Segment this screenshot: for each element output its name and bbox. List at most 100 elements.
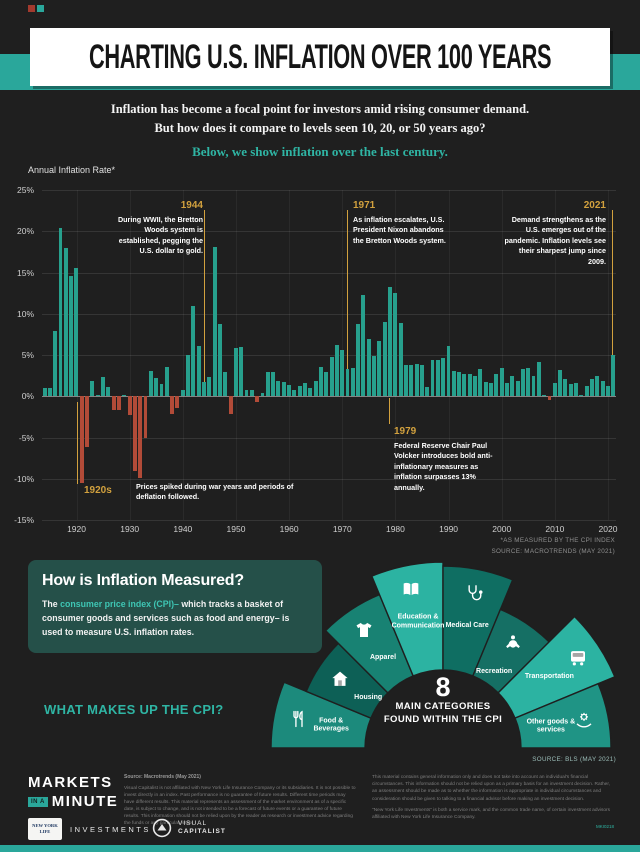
inflation-bar <box>478 369 483 397</box>
annotation-1979: 1979 Federal Reserve Chair Paul Volcker … <box>394 426 506 493</box>
inflation-bar <box>526 368 531 397</box>
inflation-bar <box>249 390 254 397</box>
inflation-bar <box>489 383 493 397</box>
inflation-bar <box>574 383 578 397</box>
inflation-bar <box>233 347 238 397</box>
inflation-bar <box>494 373 499 397</box>
inflation-bar <box>154 378 159 397</box>
inflation-bar <box>329 357 334 397</box>
inflation-bar <box>318 367 323 397</box>
inflation-bar <box>558 369 563 397</box>
inflation-bar <box>388 286 392 397</box>
inflation-bar <box>223 371 228 397</box>
inflation-chart-section: Annual Inflation Rate* 25% 20% 15% 10% 5% 0% -… <box>0 160 640 560</box>
disclaimer-column-1: Source: Macrotrends (May 2021) Visual Ca… <box>124 774 356 828</box>
annotation-1920s-line <box>77 402 78 484</box>
inflation-bar <box>590 378 594 397</box>
y-tick-label: -10% <box>14 473 34 484</box>
measured-body-prefix: The <box>42 599 61 609</box>
gridline-25 <box>42 190 616 191</box>
annotation-1920s-text: Prices spiked during war years and perio… <box>136 482 294 502</box>
x-tick-label: 1980 <box>385 524 405 534</box>
x-tick-label: 1970 <box>332 524 352 534</box>
vc-line2: CAPITALIST <box>178 828 226 835</box>
inflation-bar <box>536 362 541 397</box>
inflation-bar <box>605 386 610 397</box>
corner-mark-red <box>28 5 35 12</box>
vertical-gridline <box>182 190 184 520</box>
inflation-bar <box>95 395 100 397</box>
inflation-bar <box>287 384 291 397</box>
mim-logo-ina: IN A <box>28 796 48 807</box>
intro-block: Inflation has become a focal point for i… <box>0 100 640 162</box>
y-tick-label: 20% <box>16 226 34 237</box>
inflation-bar <box>217 323 222 397</box>
inflation-bar <box>409 364 414 397</box>
disclaimer-text-1: Visual Capitalist is not affiliated with… <box>124 785 356 827</box>
inflation-measured-panel: How is Inflation Measured? The consumer … <box>28 560 322 654</box>
bls-source: SOURCE: BLS (MAY 2021) <box>532 756 616 763</box>
inflation-bar <box>58 227 63 397</box>
apparel-icon <box>354 620 374 640</box>
cpi-category-label: Apparel <box>369 653 397 661</box>
annotation-1971-line <box>347 210 348 369</box>
measured-body-suffix: which tracks a basket of consumer goods … <box>42 599 290 638</box>
inflation-bar <box>611 355 616 397</box>
vertical-gridline <box>289 190 291 520</box>
y-tick-label: 10% <box>16 308 34 319</box>
inflation-bar <box>457 372 462 397</box>
y-tick-column: 25% 20% 15% 10% 5% 0% -5% -10% -15% <box>0 185 38 525</box>
inflation-bar <box>111 396 116 411</box>
cpi-question: WHAT MAKES UP THE CPI? <box>44 702 224 717</box>
visual-capitalist-logo: VISUAL CAPITALIST <box>152 818 226 838</box>
chart-footnote-line2: SOURCE: MACROTRENDS (MAY 2021) <box>491 547 615 555</box>
y-tick-label: 25% <box>16 185 34 195</box>
inflation-bar <box>345 369 350 397</box>
annotation-2021-text: Demand strengthens as the U.S. emerges o… <box>504 215 606 266</box>
cpi-category-label: Education & Communication <box>391 614 445 630</box>
inflation-bar <box>340 350 345 397</box>
inflation-bar <box>212 246 217 397</box>
disclaimer-text-2: This material contains general informati… <box>372 775 611 802</box>
inflation-bar <box>127 396 132 416</box>
cpi-category-label: Other goods & services <box>526 718 576 734</box>
inflation-bar <box>393 293 398 397</box>
inflation-bar <box>520 369 525 397</box>
disclaimer-column-2: This material contains general informati… <box>372 774 614 831</box>
inflation-bar <box>404 364 408 397</box>
inflation-bar <box>180 390 185 397</box>
y-tick-label: -15% <box>14 515 34 525</box>
inflation-plot <box>42 190 616 521</box>
new-york-life-investments-logo: NEW YORK LIFE INVESTMENTS <box>28 818 151 840</box>
mim-logo-markets: MARKETS <box>28 774 113 791</box>
inflation-bar <box>600 381 605 397</box>
cpi-wedge-5 <box>442 565 514 677</box>
cpi-fan-center: 8 MAIN CATEGORIES FOUND WITHIN THE CPI <box>368 674 518 727</box>
cpi-fan-svg <box>270 561 616 749</box>
footer: MARKETS IN A MINUTE Source: Macrotrends … <box>0 768 640 852</box>
corner-mark-teal <box>37 5 44 12</box>
inflation-bar <box>53 331 58 397</box>
inflation-bar <box>547 396 552 400</box>
inflation-bar <box>117 396 121 411</box>
cpi-center-line2: FOUND WITHIN THE CPI <box>383 713 503 725</box>
measured-heading: How is Inflation Measured? <box>42 572 244 589</box>
chart-footnote: *AS MEASURED BY THE CPI INDEX SOURCE: MA… <box>491 536 615 557</box>
y-tick-label: 15% <box>16 267 34 278</box>
measured-body: The consumer price index (CPI)– which tr… <box>42 597 308 639</box>
transportation-icon <box>568 648 588 668</box>
y-tick-label: 0% <box>21 391 34 402</box>
footer-code: MKI0218 <box>595 824 614 830</box>
annotation-1979-year: 1979 <box>394 426 417 437</box>
inflation-bar <box>186 355 190 397</box>
inflation-bar <box>398 322 403 397</box>
inflation-bar <box>366 339 371 397</box>
inflation-bar <box>303 383 307 397</box>
inflation-bar <box>164 366 169 397</box>
inflation-bar <box>90 381 95 397</box>
inflation-bar <box>207 377 212 397</box>
recreation-icon <box>503 633 523 653</box>
y-tick-label: 5% <box>21 350 34 360</box>
x-tick-label: 1920 <box>67 524 86 534</box>
inflation-bar <box>106 387 111 397</box>
